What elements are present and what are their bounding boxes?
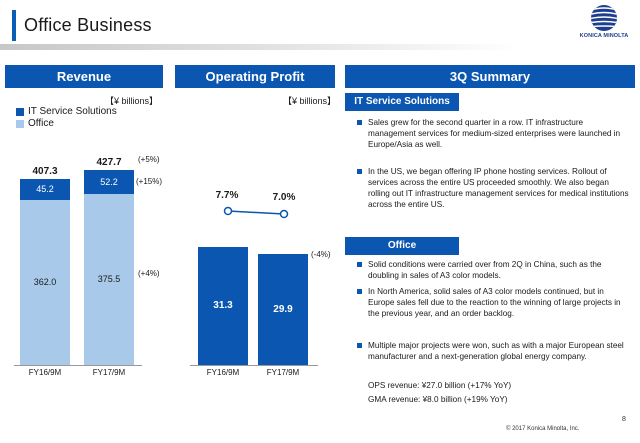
section-head-office: Office bbox=[345, 237, 459, 255]
bar-op-profit-fy16: 31.3 bbox=[198, 247, 248, 365]
legend-swatch-office bbox=[16, 119, 24, 128]
op-profit-unit: 【¥ billions】 bbox=[283, 96, 337, 106]
bullet-it-1: Sales grew for the second quarter in a r… bbox=[357, 117, 630, 150]
legend-label-office: Office bbox=[28, 118, 54, 129]
bar-office-fy16: 362.0 bbox=[20, 200, 70, 365]
bullet-office-2: In North America, solid sales of A3 colo… bbox=[357, 286, 630, 319]
revenue-it-change: (+15%) bbox=[136, 177, 163, 186]
page-number: 8 bbox=[622, 416, 626, 423]
revenue-baseline bbox=[14, 365, 142, 366]
logo-wordmark: KONICA MINOLTA bbox=[579, 33, 629, 39]
legend-item-office: Office bbox=[16, 118, 54, 129]
bullet-office-3: Multiple major projects were won, such a… bbox=[357, 340, 630, 362]
revenue-unit: 【¥ billions】 bbox=[105, 96, 159, 106]
margin-line-chart bbox=[223, 206, 289, 219]
note-gma-revenue: GMA revenue: ¥8.0 billion (+19% YoY) bbox=[368, 395, 508, 404]
legend-label-it: IT Service Solutions bbox=[28, 106, 117, 117]
bar-op-profit-fy17: 29.9 bbox=[258, 254, 308, 365]
bar-it-fy17: 52.2 bbox=[84, 170, 134, 194]
revenue-axis-fy17: FY17/9M bbox=[92, 368, 126, 377]
section-body-it: Sales grew for the second quarter in a r… bbox=[345, 111, 635, 229]
copyright: © 2017 Konica Minolta, Inc. bbox=[506, 426, 580, 432]
title-accent-bar bbox=[12, 10, 16, 41]
margin-line bbox=[227, 210, 285, 215]
margin-label-fy17: 7.0% bbox=[272, 192, 296, 203]
op-profit-baseline bbox=[190, 365, 318, 366]
revenue-total-change: (+5%) bbox=[138, 155, 160, 164]
page-title: Office Business bbox=[24, 15, 152, 35]
section-body-office: Solid conditions were carried over from … bbox=[345, 255, 635, 415]
bar-it-fy16: 45.2 bbox=[20, 179, 70, 200]
revenue-total-fy16: 407.3 bbox=[32, 166, 58, 177]
revenue-axis-fy16: FY16/9M bbox=[28, 368, 62, 377]
revenue-total-fy17: 427.7 bbox=[96, 157, 122, 168]
konica-minolta-logo: KONICA MINOLTA bbox=[574, 3, 634, 49]
op-profit-header: Operating Profit bbox=[175, 65, 335, 88]
section-head-it: IT Service Solutions bbox=[345, 93, 459, 111]
margin-point-fy17 bbox=[279, 209, 289, 219]
bar-office-fy17: 375.5 bbox=[84, 194, 134, 365]
header-divider bbox=[0, 44, 520, 50]
globe-logo-icon bbox=[591, 5, 617, 31]
summary-header: 3Q Summary bbox=[345, 65, 635, 88]
margin-label-fy16: 7.7% bbox=[215, 190, 239, 201]
legend-swatch-it bbox=[16, 107, 24, 116]
revenue-header: Revenue bbox=[5, 65, 163, 88]
revenue-office-change: (+4%) bbox=[138, 269, 160, 278]
op-profit-axis-fy17: FY17/9M bbox=[266, 368, 300, 377]
margin-point-fy16 bbox=[223, 206, 233, 216]
legend-item-it: IT Service Solutions bbox=[16, 106, 117, 117]
note-ops-revenue: OPS revenue: ¥27.0 billion (+17% YoY) bbox=[368, 381, 512, 390]
bullet-it-2: In the US, we began offering IP phone ho… bbox=[357, 166, 630, 210]
op-profit-axis-fy16: FY16/9M bbox=[206, 368, 240, 377]
bullet-office-1: Solid conditions were carried over from … bbox=[357, 259, 630, 281]
op-profit-change: (-4%) bbox=[311, 250, 331, 259]
